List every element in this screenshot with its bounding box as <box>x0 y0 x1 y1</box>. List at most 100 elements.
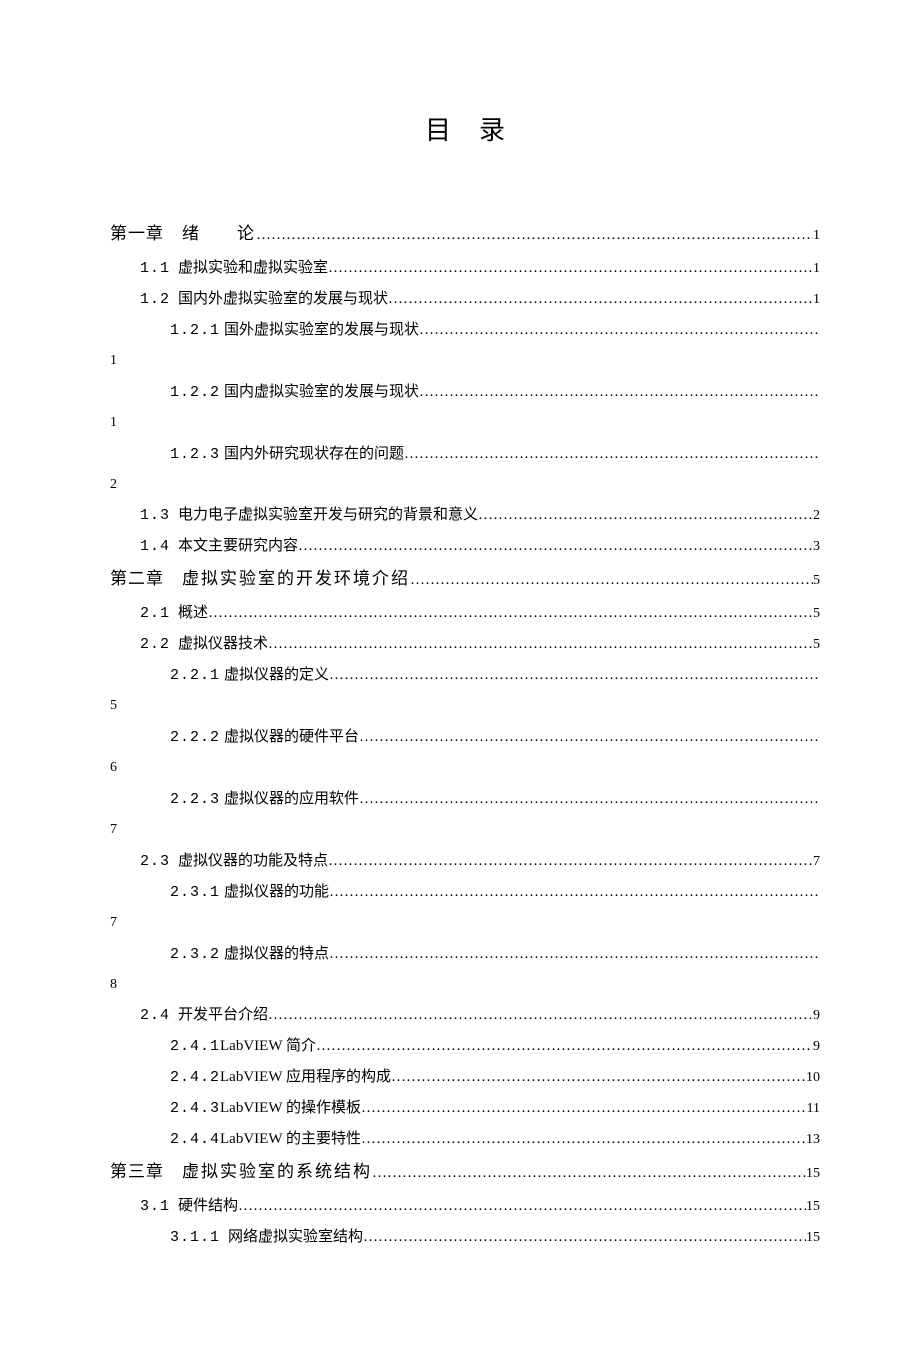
toc-entry-wrapped: 2.3.1虚拟仪器的功能7 <box>110 877 820 939</box>
page-number: 2 <box>110 470 820 501</box>
page-number: 1 <box>813 222 820 250</box>
toc-entry: 2.2虚拟仪器技术5 <box>110 629 820 660</box>
page-number: 3 <box>813 533 820 561</box>
entry-number: 1.2.1 <box>170 316 220 346</box>
page-number: 15 <box>806 1160 820 1188</box>
leader-dots <box>329 660 820 690</box>
entry-label: LabVIEW 的主要特性 <box>220 1124 361 1154</box>
entry-label: 国外虚拟实验室的发展与现状 <box>224 315 419 345</box>
page-number: 13 <box>806 1126 820 1154</box>
entry-number: 2.3.2 <box>170 940 220 970</box>
entry-label: LabVIEW 简介 <box>220 1031 316 1061</box>
entry-label: LabVIEW 应用程序的构成 <box>220 1062 391 1092</box>
entry-label: 虚拟仪器的特点 <box>224 939 329 969</box>
toc-chapter: 第二章虚拟实验室的开发环境介绍5 <box>110 562 820 598</box>
entry-number: 2.2.2 <box>170 723 220 753</box>
leader-dots <box>372 1158 806 1188</box>
entry-label: 国内外研究现状存在的问题 <box>224 439 404 469</box>
page-number: 1 <box>813 255 820 283</box>
toc-entry: 2.4开发平台介绍9 <box>110 1000 820 1031</box>
page-number: 1 <box>110 346 820 377</box>
entry-label: 国内虚拟实验室的发展与现状 <box>224 377 419 407</box>
chapter-number: 第一章 <box>110 219 164 253</box>
toc-entry-wrapped: 2.2.3虚拟仪器的应用软件7 <box>110 784 820 846</box>
entry-label: 虚拟仪器的应用软件 <box>224 784 359 814</box>
leader-dots <box>361 1093 807 1123</box>
entry-label: 概述 <box>178 598 208 628</box>
leader-dots <box>298 531 813 561</box>
toc-body: 第一章绪论11.1虚拟实验和虚拟实验室11.2国内外虚拟实验室的发展与现状11.… <box>110 217 820 1253</box>
entry-number: 2.3.1 <box>170 878 220 908</box>
entry-number: 2.2.3 <box>170 785 220 815</box>
page-number: 9 <box>813 1033 820 1061</box>
entry-label: 硬件结构 <box>178 1191 238 1221</box>
leader-dots <box>410 565 813 595</box>
leader-dots <box>363 1222 806 1252</box>
entry-label: 虚拟仪器的硬件平台 <box>224 722 359 752</box>
page-number: 7 <box>110 815 820 846</box>
entry-number: 1.3 <box>140 501 170 531</box>
page-number: 6 <box>110 753 820 784</box>
page-number: 5 <box>110 691 820 722</box>
entry-number: 2.4.3 <box>170 1094 220 1124</box>
toc-chapter: 第三章虚拟实验室的系统结构 15 <box>110 1155 820 1191</box>
entry-number: 2.4.4 <box>170 1125 220 1155</box>
entry-label: 网络虚拟实验室结构 <box>228 1222 363 1252</box>
leader-dots <box>268 629 813 659</box>
entry-label: 虚拟仪器技术 <box>178 629 268 659</box>
toc-entry: 3.1.1 网络虚拟实验室结构 15 <box>110 1222 820 1253</box>
entry-label: LabVIEW 的操作模板 <box>220 1093 361 1123</box>
entry-label: 开发平台介绍 <box>178 1000 268 1030</box>
page-number: 7 <box>110 908 820 939</box>
entry-number: 2.2.1 <box>170 661 220 691</box>
page-number: 11 <box>807 1095 820 1123</box>
page-number: 2 <box>813 502 820 530</box>
page-number: 9 <box>813 1002 820 1030</box>
page-number: 1 <box>110 408 820 439</box>
leader-dots <box>256 220 813 250</box>
toc-entry: 3.1硬件结构15 <box>110 1191 820 1222</box>
toc-entry: 1.4本文主要研究内容3 <box>110 531 820 562</box>
entry-number: 1.2.2 <box>170 378 220 408</box>
toc-entry-wrapped: 1.2.2国内虚拟实验室的发展与现状1 <box>110 377 820 439</box>
toc-entry: 2.4.2LabVIEW 应用程序的构成10 <box>110 1062 820 1093</box>
leader-dots <box>361 1124 806 1154</box>
leader-dots <box>419 315 820 345</box>
chapter-label: 虚拟实验室的系统结构 <box>182 1155 372 1189</box>
toc-page: 目录 第一章绪论11.1虚拟实验和虚拟实验室11.2国内外虚拟实验室的发展与现状… <box>0 0 920 1347</box>
leader-dots <box>328 846 813 876</box>
toc-entry-wrapped: 2.2.2虚拟仪器的硬件平台6 <box>110 722 820 784</box>
chapter-label: 虚拟实验室的开发环境介绍 <box>182 562 410 596</box>
leader-dots <box>328 253 813 283</box>
toc-entry-wrapped: 1.2.1国外虚拟实验室的发展与现状1 <box>110 315 820 377</box>
toc-entry: 1.3电力电子虚拟实验室开发与研究的背景和意义2 <box>110 500 820 531</box>
leader-dots <box>404 439 820 469</box>
entry-label: 本文主要研究内容 <box>178 531 298 561</box>
toc-entry-wrapped: 1.2.3国内外研究现状存在的问题2 <box>110 439 820 501</box>
toc-entry: 2.4.4LabVIEW 的主要特性 13 <box>110 1124 820 1155</box>
leader-dots <box>208 598 813 628</box>
page-number: 5 <box>813 600 820 628</box>
toc-entry: 2.1 概述 5 <box>110 598 820 629</box>
page-number: 15 <box>806 1224 820 1252</box>
leader-dots <box>329 877 820 907</box>
page-number: 7 <box>813 848 820 876</box>
page-number: 5 <box>813 567 820 595</box>
toc-entry: 2.4.1LabVIEW 简介 9 <box>110 1031 820 1062</box>
toc-entry-wrapped: 2.3.2虚拟仪器的特点8 <box>110 939 820 1001</box>
entry-number: 2.2 <box>140 630 170 660</box>
chapter-number: 第三章 <box>110 1157 164 1191</box>
entry-number: 3.1.1 <box>170 1223 220 1253</box>
entry-number: 2.1 <box>140 599 170 629</box>
leader-dots <box>359 784 820 814</box>
entry-number: 2.4.2 <box>170 1063 220 1093</box>
entry-number: 2.4.1 <box>170 1032 220 1062</box>
entry-label: 虚拟仪器的定义 <box>224 660 329 690</box>
leader-dots <box>388 284 813 314</box>
entry-label: 虚拟仪器的功能及特点 <box>178 846 328 876</box>
leader-dots <box>478 500 813 530</box>
page-number: 1 <box>813 286 820 314</box>
leader-dots <box>329 939 820 969</box>
leader-dots <box>238 1191 806 1221</box>
toc-entry: 2.4.3LabVIEW 的操作模板 11 <box>110 1093 820 1124</box>
